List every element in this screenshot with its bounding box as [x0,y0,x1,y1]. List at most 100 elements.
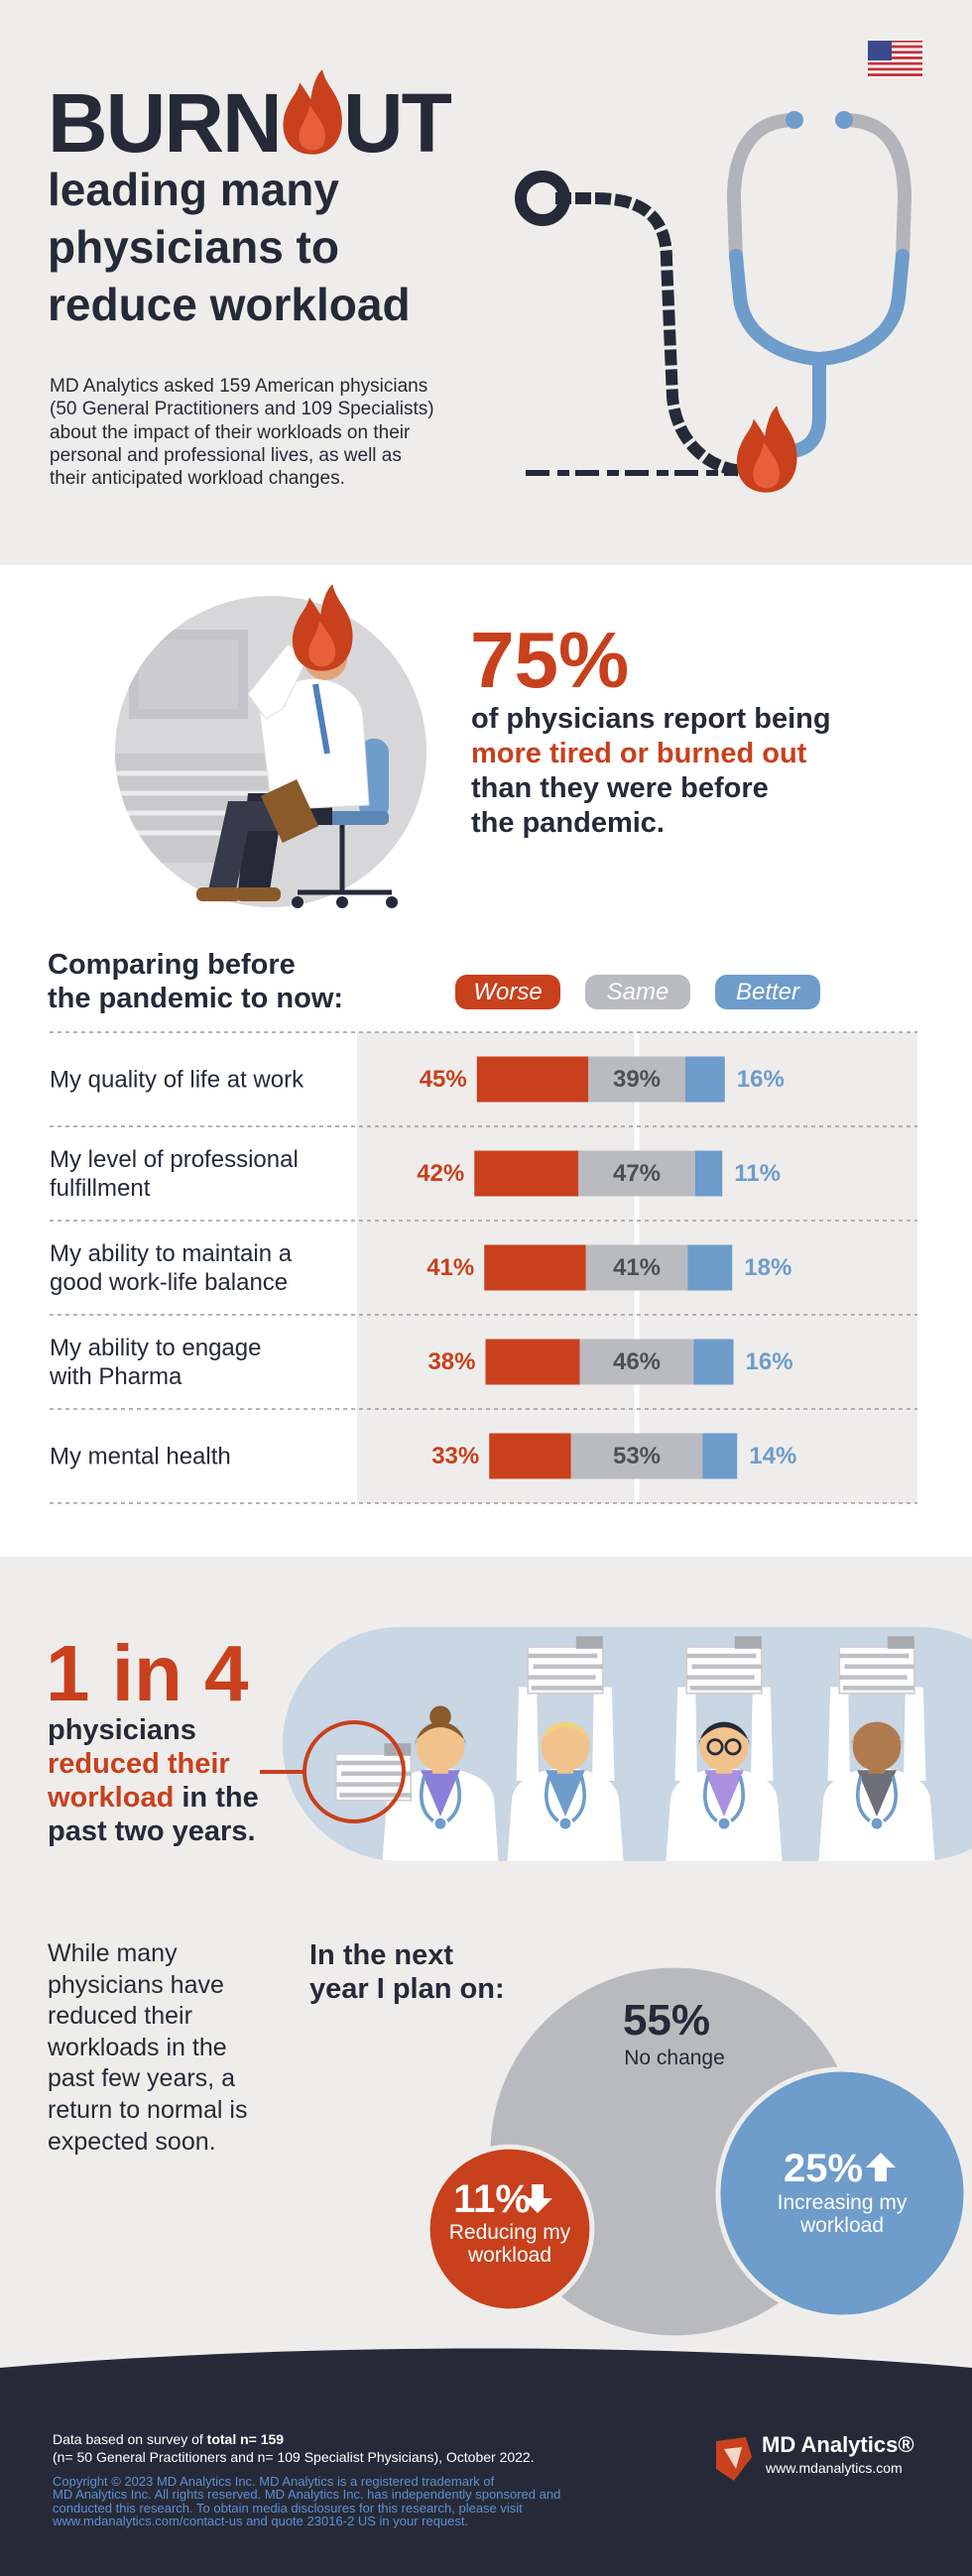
value-label: 16% [745,1347,793,1375]
tired-doctor-illustration-part [336,896,348,908]
doctors-illustration-part-part [336,1705,501,1861]
bar-segment [702,1433,738,1479]
reduction-lead: physicians [48,1714,196,1746]
reduction-rest: in the past two years. [48,1782,259,1847]
value-label: 53% [612,1442,662,1469]
bubble-label: No change [624,2047,725,2069]
doctors-illustration-part-part-part [827,1687,926,1781]
tired-doctor-illustration-part [298,825,392,895]
stethoscope-part [837,113,912,265]
stethoscope-part [786,111,803,129]
doctors-illustration-part-part-part [429,1705,451,1727]
bubble-value: 25% [783,2147,864,2190]
value-label: 33% [431,1442,480,1469]
value-label: 14% [749,1442,797,1469]
highlight-lead: of physicians report being [471,703,831,735]
value-label: 42% [417,1159,465,1187]
footer-note-emphasis: total n= 159 [206,2431,285,2447]
bubble [425,2144,595,2314]
brand-name: MD Analytics® [762,2432,914,2457]
doctors-illustration-part-part-part [724,1738,742,1756]
category-label: My ability to engage with Pharma [50,1334,262,1390]
doctors-illustration-part-part-part [674,1687,774,1781]
title: BURNOUT [48,76,452,170]
bubble-value: 11% [453,2177,531,2221]
highlight-text: of physicians report being more tired or… [471,702,831,841]
legend-pill: Better [715,975,820,1009]
category-label: My ability to maintain a good work-life … [50,1239,293,1296]
bar-segment [687,1244,733,1291]
footer-background [0,2348,972,2576]
direction-arrow [866,2153,896,2181]
value-label: 16% [736,1065,785,1093]
stethoscope-part [835,111,853,129]
title-flame-icon [283,69,342,155]
bar-segment [474,1150,579,1197]
subtitle: leading many physicians to reduce worklo… [48,164,411,330]
bar-segment [693,1339,734,1385]
bar-segment [585,1244,688,1291]
plan-title: In the next year I plan on: [309,1939,505,2005]
brand-logo [716,2437,752,2481]
us-flag [868,41,922,77]
value-label: 45% [419,1065,467,1093]
direction-arrow [523,2184,552,2213]
stethoscope-part [555,192,757,477]
us-flag-part [868,41,892,60]
tired-doctor-illustration-part [236,887,281,901]
highlight-emphasis: more tired or burned out [471,738,807,769]
footer-sample: (n= 50 General Practitioners and n= 109 … [53,2449,535,2465]
brand-website: www.mdanalytics.com [766,2460,903,2476]
tired-doctor-illustration-part [196,887,241,901]
stethoscope [515,111,912,493]
bar-segment [476,1056,589,1103]
tired-doctor-illustration-part [386,896,398,908]
category-label: My mental health [50,1443,231,1469]
value-label: 38% [427,1347,476,1375]
footer-copyright: Copyright © 2023 MD Analytics Inc. MD An… [53,2474,561,2528]
value-label: 39% [612,1065,662,1093]
doctors-illustration-part [336,1636,937,1861]
bar-segment [578,1150,695,1197]
doctors-illustration-part-part-part [706,1738,724,1756]
tired-doctor-illustration-part-part [139,640,238,709]
tired-doctor-illustration-part [260,778,319,844]
doctors-illustration-part-part [816,1636,937,1861]
bubble-label: Reducing my workload [448,2221,571,2267]
bar-segment [694,1150,723,1197]
footer-note-text: Data based on survey of [53,2431,203,2447]
value-label: 47% [612,1159,662,1187]
bar-segment [489,1433,571,1479]
intro: MD Analytics asked 159 American physicia… [50,376,434,490]
highlight-rest: than they were before the pandemic. [471,772,769,839]
reduction-text: physicians reduced their workload in the… [48,1713,259,1848]
value-label: 11% [734,1159,781,1187]
doctors-illustration-part-part [664,1636,785,1861]
bar-segment [570,1433,703,1479]
highlight-figure: 75% [470,616,630,704]
value-label: 18% [744,1253,792,1281]
brand-logo-part [724,2447,742,2469]
category-label: My level of professional fulfillment [50,1145,299,1202]
bar-segment [684,1056,725,1103]
header-background [0,0,972,565]
outlook: While many physicians have reduced their… [48,1939,248,2156]
value-label: 46% [612,1347,662,1375]
tired-doctor-illustration-part [312,683,330,755]
title-flame [282,69,343,155]
value-label: 41% [612,1253,662,1281]
bubble-label: Increasing my workload [777,2191,908,2237]
category-label: My quality of life at work [50,1066,304,1093]
tired-doctor-illustration-part [292,896,304,908]
reduction-emphasis: reduced their workload [48,1748,230,1814]
value-label: 41% [426,1253,475,1281]
bar-segment [588,1056,685,1103]
bar-segment [579,1339,694,1385]
legend-pill: Worse [455,975,560,1009]
legend-pill: Same [585,975,690,1009]
stethoscope-part [726,113,801,265]
tired-doctor-illustration [115,584,426,908]
doctors-illustration-part-part [505,1636,626,1861]
doctors-illustration [260,1627,972,1861]
